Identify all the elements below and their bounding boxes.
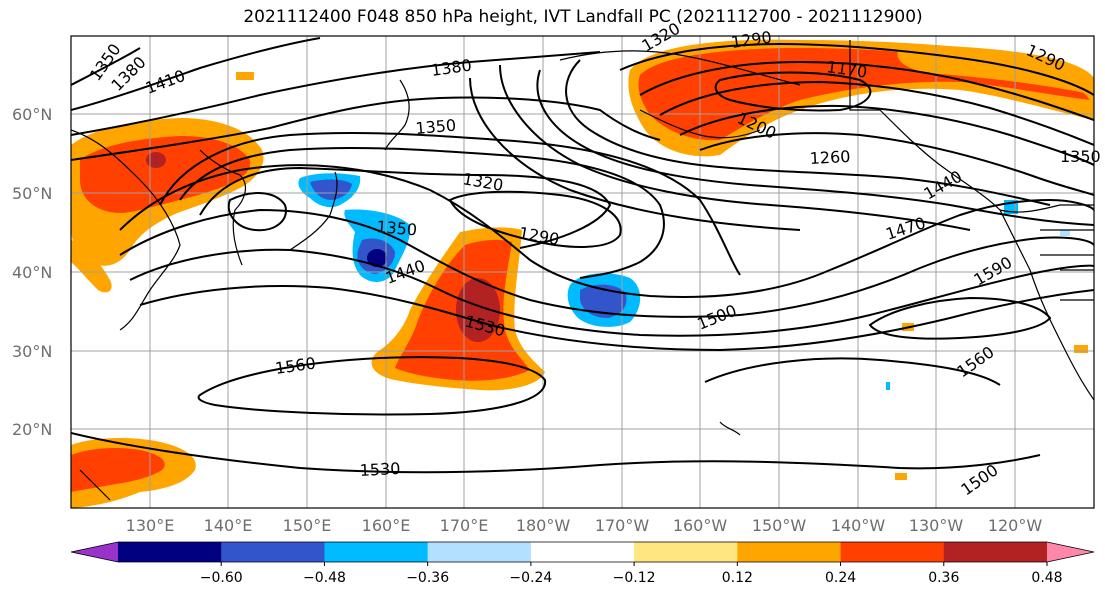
lon-label: 140°W: [831, 516, 886, 535]
lat-label: 40°N: [12, 263, 52, 282]
lat-label: 60°N: [12, 105, 52, 124]
lon-label: 130°W: [909, 516, 964, 535]
colorbar-segment: [324, 542, 429, 562]
colorbar: −0.60 −0.48 −0.36 −0.24 −0.12 0.12 0.24 0.36 0.4…: [70, 541, 1095, 586]
ivt-negative-shading: [298, 173, 1070, 390]
colorbar-tick-label: −0.36: [406, 570, 449, 586]
colorbar-segment: [427, 542, 532, 562]
colorbar-outline: [70, 541, 1095, 563]
lat-label: 50°N: [12, 184, 52, 203]
contour-label: 1530: [359, 459, 401, 480]
contour-label: 1350: [415, 116, 457, 138]
contour-label: 1350: [376, 217, 418, 239]
colorbar-tick-label: 0.12: [722, 570, 753, 586]
lon-label: 150°W: [752, 516, 807, 535]
contour-label: 1260: [809, 147, 851, 168]
latitude-labels: 60°N 50°N 40°N 30°N 20°N: [12, 105, 52, 439]
colorbar-tick-label: 0.24: [825, 570, 856, 586]
lon-label: 180°W: [516, 516, 571, 535]
colorbar-segment: [118, 542, 222, 562]
lat-label: 20°N: [12, 420, 52, 439]
lon-label: 120°W: [988, 516, 1043, 535]
lon-label: 170°W: [595, 516, 650, 535]
colorbar-tick-label: 0.36: [928, 570, 959, 586]
map-title: 2021112400 F048 850 hPa height, IVT Land…: [243, 7, 923, 27]
colorbar-tick-label: −0.12: [613, 570, 656, 586]
colorbar-tick-label: 0.48: [1031, 570, 1062, 586]
colorbar-segment: [530, 542, 635, 562]
height-contours: [71, 37, 1094, 474]
map-border: [70, 35, 1095, 509]
lon-label: 160°E: [362, 516, 411, 535]
colorbar-segment: [221, 542, 325, 562]
colorbar-segment: [943, 542, 1048, 562]
colorbar-extend-min: [71, 542, 118, 562]
lon-label: 130°E: [126, 516, 175, 535]
colorbar-extend-max: [1047, 542, 1094, 562]
lat-label: 30°N: [12, 342, 52, 361]
colorbar-segment: [634, 542, 738, 562]
colorbar-segment: [737, 542, 842, 562]
ivt-positive-shading: [71, 39, 1094, 508]
colorbar-segment: [840, 542, 945, 562]
lon-label: 150°E: [283, 516, 332, 535]
colorbar-tick-label: −0.24: [509, 570, 552, 586]
lon-label: 160°W: [673, 516, 728, 535]
contour-label: 1350: [1060, 147, 1101, 166]
longitude-labels: 130°E 140°E 150°E 160°E 170°E 180°W 170°…: [126, 516, 1043, 535]
lon-label: 140°E: [204, 516, 253, 535]
colorbar-tick-label: −0.48: [303, 570, 346, 586]
colorbar-tick-label: −0.60: [200, 570, 243, 586]
lon-label: 170°E: [440, 516, 489, 535]
